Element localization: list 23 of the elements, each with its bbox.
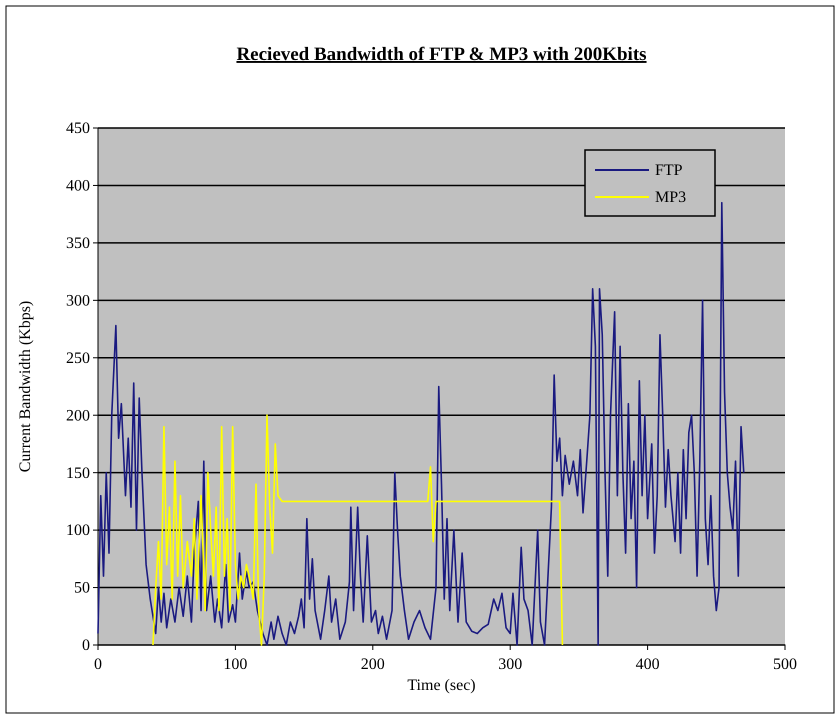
line-series <box>152 414 564 646</box>
x-tick-label: 300 <box>498 656 522 673</box>
y-tick-label: 100 <box>66 522 90 540</box>
y-tick-label: 200 <box>66 407 90 424</box>
y-tick-label: 350 <box>66 235 90 252</box>
legend-label: MP3 <box>655 189 686 206</box>
y-tick-label: 400 <box>66 178 90 195</box>
y-tick-label: 50 <box>74 580 90 597</box>
legend-label: FTP <box>655 162 683 179</box>
x-tick-label: 200 <box>360 656 385 673</box>
y-tick-label: 250 <box>66 350 90 367</box>
x-axis-title: Time (sec) <box>407 677 476 694</box>
x-tick-label: 400 <box>636 656 660 673</box>
y-tick-label: 450 <box>66 120 90 138</box>
x-tick-label: 0 <box>94 656 102 673</box>
y-tick-label: 0 <box>82 637 90 654</box>
y-tick-label: 150 <box>66 464 90 482</box>
line-series <box>97 202 745 646</box>
y-tick-label: 300 <box>66 292 90 310</box>
x-tick-label: 500 <box>773 656 797 673</box>
x-tick-label: 100 <box>223 656 248 673</box>
chart-title: Recieved Bandwidth of FTP & MP3 with 200Kbits <box>236 44 647 65</box>
y-axis-title: Current Bandwidth (Kbps) <box>17 300 34 472</box>
